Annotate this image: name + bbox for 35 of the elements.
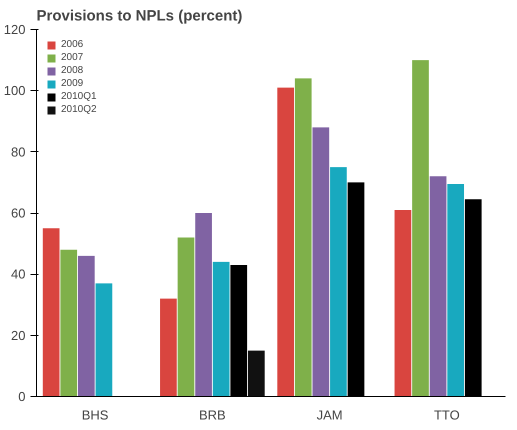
bar xyxy=(42,228,60,396)
legend-label: 2006 xyxy=(61,39,84,50)
bar xyxy=(160,298,177,396)
bar xyxy=(277,88,294,396)
x-tick-label: BHS xyxy=(82,408,109,422)
y-tick-label: 0 xyxy=(18,389,26,404)
legend-label: 2009 xyxy=(61,78,84,89)
y-tick-label: 40 xyxy=(11,266,26,282)
y-tick-label: 20 xyxy=(11,328,26,343)
bar xyxy=(447,184,464,396)
y-tick-label: 120 xyxy=(4,22,26,37)
y-tick-label: 80 xyxy=(11,144,26,160)
bar xyxy=(412,60,429,396)
x-tick-label: BRB xyxy=(199,408,226,422)
legend-label: 2010Q2 xyxy=(61,104,97,115)
bar xyxy=(212,262,230,396)
legend-label: 2008 xyxy=(61,65,84,76)
x-tick-label: JAM xyxy=(316,408,343,422)
bar xyxy=(394,210,412,396)
bar xyxy=(330,167,347,396)
legend-label: 2010Q1 xyxy=(61,91,97,102)
chart-title: Provisions to NPLs (percent) xyxy=(36,8,242,24)
bar xyxy=(96,283,112,396)
bar xyxy=(195,213,212,396)
y-tick-label: 100 xyxy=(4,83,26,98)
x-tick-label: TTO xyxy=(434,408,460,422)
y-tick-label: 60 xyxy=(11,206,26,220)
bar xyxy=(60,250,78,396)
bar xyxy=(312,127,330,396)
legend-label: 2007 xyxy=(61,52,84,63)
bar xyxy=(78,256,95,396)
bar xyxy=(248,350,265,396)
bar xyxy=(294,78,312,396)
bar xyxy=(178,237,194,396)
bar xyxy=(430,176,446,396)
